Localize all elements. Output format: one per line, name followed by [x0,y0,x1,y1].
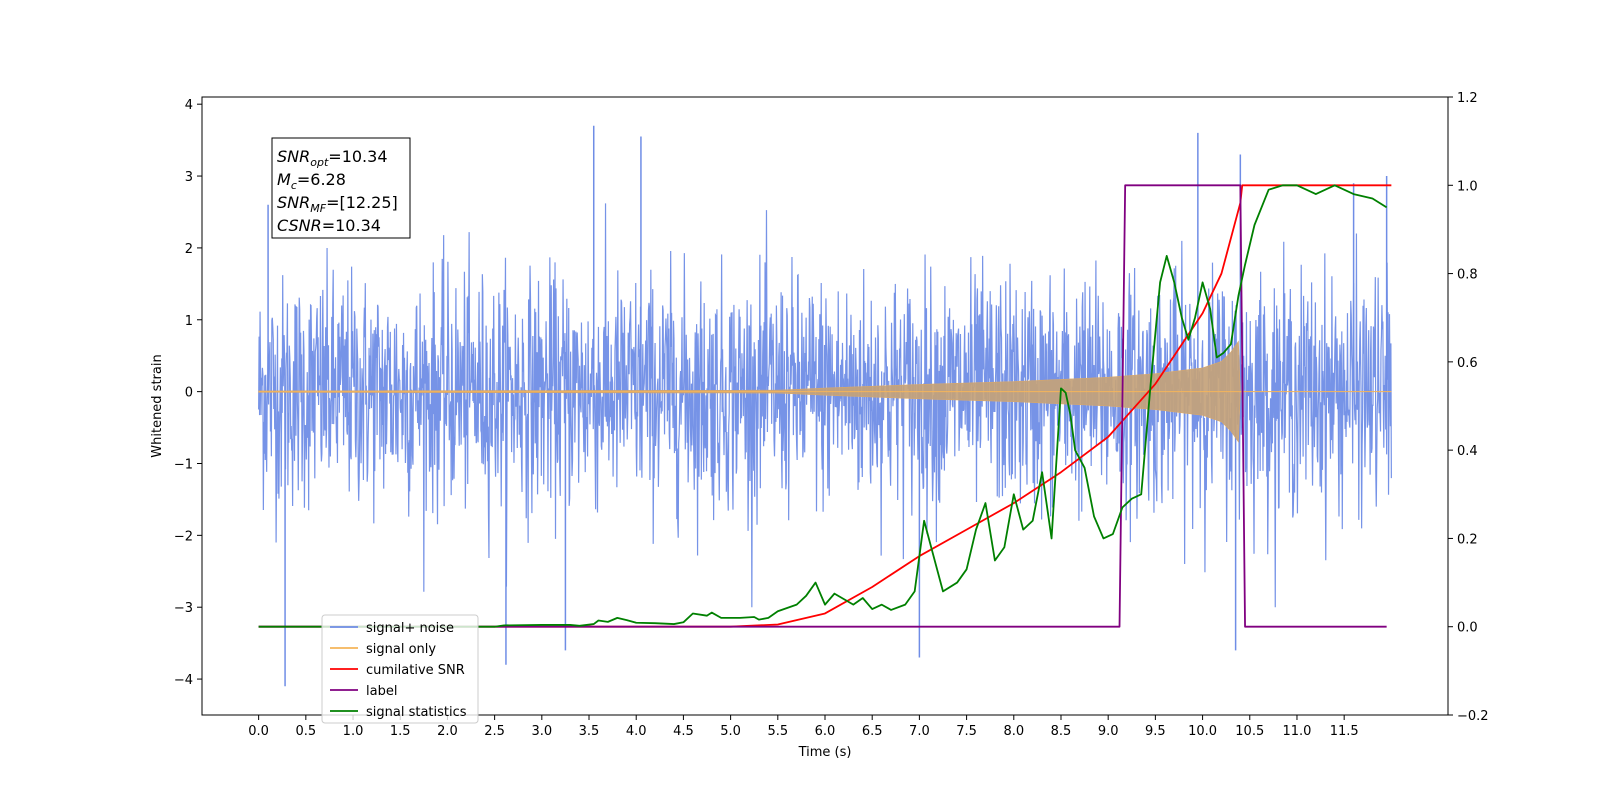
y2-tick-label: 1.2 [1457,91,1478,106]
annotation-line: CSNR=10.34 [277,216,381,235]
series-signal-statistics [258,184,1388,628]
x-tick-label: 1.5 [390,724,411,739]
y-tick-label: −4 [174,673,193,688]
legend-entry: signal only [366,642,436,657]
y-tick-label: 2 [185,242,193,257]
x-tick-label: 9.5 [1145,724,1166,739]
x-tick-label: 8.0 [1003,724,1024,739]
x-tick-label: 2.5 [484,724,505,739]
y2-tick-label: 1.0 [1457,179,1478,194]
x-tick-label: 6.0 [815,724,836,739]
y2-tick-label: −0.2 [1457,709,1489,724]
metrics-annotation: SNRopt=10.34Mc=6.28SNRMF=[12.25]CSNR=10.… [271,137,411,239]
x-tick-label: 6.5 [862,724,883,739]
y2-axis-ticks: 1.2 1.0 0.8 0.6 0.4 0.2 0.0 −0.2 [1448,91,1489,724]
x-tick-label: 11.5 [1330,724,1359,739]
annotation-line: SNRMF=[12.25] [277,193,398,215]
annotation-line: SNRopt=10.34 [277,147,388,169]
y2-tick-label: 0.8 [1457,268,1478,283]
legend-entry: cumilative SNR [366,663,465,678]
x-axis-ticks: 0.0 0.5 1.0 1.5 2.0 2.5 3.0 3.5 4.0 4.5 5.0 5.5 6.0 6… [248,715,1359,739]
y2-tick-label: 0.4 [1457,444,1478,459]
legend: signal+ noise signal only cumilative SNR la… [321,614,479,724]
y-tick-label: 4 [185,98,193,113]
x-tick-label: 10.0 [1188,724,1217,739]
y2-tick-label: 0.6 [1457,356,1478,371]
annotation-line: Mc=6.28 [277,170,346,192]
x-tick-label: 11.0 [1282,724,1311,739]
x-tick-label: 0.5 [295,724,316,739]
x-tick-label: 5.5 [767,724,788,739]
legend-entry: signal+ noise [366,621,454,636]
y-axis-ticks: 4 3 2 1 0 −1 −2 −3 −4 [174,98,202,688]
x-tick-label: 3.5 [579,724,600,739]
x-tick-label: 7.0 [909,724,930,739]
y-tick-label: 0 [185,386,193,401]
x-tick-label: 9.0 [1098,724,1119,739]
series-signal-plus-noise [258,203,1392,608]
y-tick-label: −1 [174,457,193,472]
x-tick-label: 4.0 [626,724,647,739]
legend-frame [321,614,479,724]
x-tick-label: 2.0 [437,724,458,739]
y2-tick-label: 0.0 [1457,621,1478,636]
y-tick-label: 1 [185,314,193,329]
y2-tick-label: 0.2 [1457,532,1478,547]
series-label [258,184,1387,628]
x-tick-label: 5.0 [720,724,741,739]
legend-entry: signal statistics [366,705,467,720]
legend-entry: label [366,684,397,699]
series-cumulative-snr [258,184,1392,628]
x-tick-label: 8.5 [1051,724,1072,739]
y-axis-label: Whitened strain [150,354,165,457]
x-tick-label: 0.0 [248,724,269,739]
x-axis-label: Time (s) [798,745,852,760]
annotation-frame [271,137,411,239]
x-tick-label: 10.5 [1235,724,1264,739]
y-tick-label: −2 [174,529,193,544]
x-tick-label: 3.0 [531,724,552,739]
x-tick-label: 1.0 [343,724,364,739]
y-tick-label: −3 [174,601,193,616]
x-tick-label: 7.5 [956,724,977,739]
y-tick-label: 3 [185,170,193,185]
series-layer [258,125,1392,687]
x-tick-label: 4.5 [673,724,694,739]
